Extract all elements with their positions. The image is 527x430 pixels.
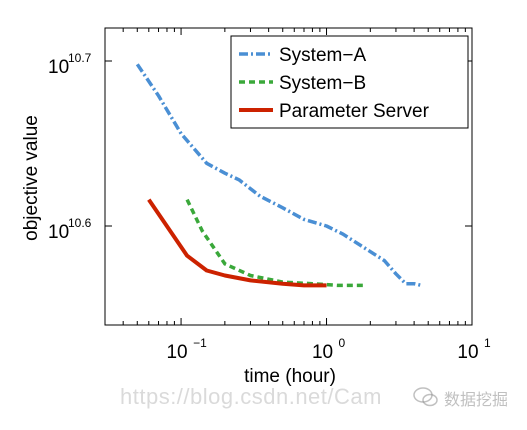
x-tick-label-exponent: 0 xyxy=(339,336,346,350)
y-axis-label: objective value xyxy=(21,115,42,241)
x-tick-label: 10 xyxy=(166,342,187,363)
legend: System−A System−B Parameter Server xyxy=(230,35,469,129)
x-tick-label-exponent: −1 xyxy=(193,336,207,350)
y-tick-label-exponent: 10.6 xyxy=(68,216,92,230)
x-tick-label-exponent: 1 xyxy=(484,336,491,350)
y-tick-label: 10 xyxy=(48,57,69,78)
x-tick-label: 10 xyxy=(457,342,478,363)
series-line-3 xyxy=(147,198,327,288)
series-line-1 xyxy=(135,63,422,288)
series-line-2 xyxy=(185,198,364,288)
y-tick-label-exponent: 10.7 xyxy=(68,51,92,65)
y-tick-label: 10 xyxy=(48,222,69,243)
series-group xyxy=(135,63,422,288)
legend-label: System−B xyxy=(279,73,366,94)
legend-label: System−A xyxy=(279,45,366,66)
legend-label: Parameter Server xyxy=(279,101,430,122)
x-tick-label: 10 xyxy=(312,342,333,363)
x-axis-label: time (hour) xyxy=(244,366,336,387)
